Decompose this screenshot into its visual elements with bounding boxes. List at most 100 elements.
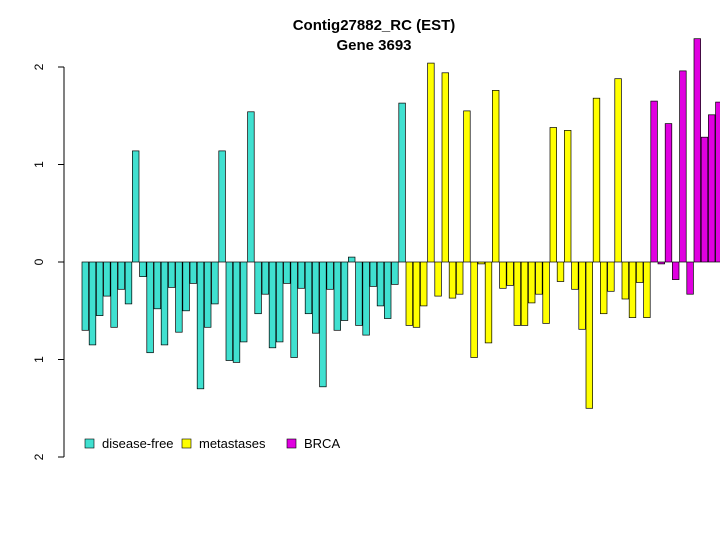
y-tick-label: 2 (32, 453, 46, 460)
bar-disease-free (290, 261, 298, 358)
bar-disease-free (312, 261, 320, 334)
y-tick-label: 0 (32, 258, 46, 265)
bar-metastases (492, 90, 500, 263)
bar-BRCA (679, 70, 687, 263)
bar-metastases (535, 261, 543, 295)
bar-disease-free (276, 261, 284, 343)
bar-metastases (578, 261, 586, 330)
bar-disease-free (355, 261, 363, 326)
bar-BRCA (693, 38, 701, 263)
bar-metastases (542, 261, 550, 324)
bar-disease-free (81, 261, 89, 331)
bar-metastases (549, 127, 557, 263)
y-tick-label: 2 (32, 63, 46, 70)
bar-disease-free (225, 261, 233, 361)
bars-group (81, 38, 720, 409)
bar-disease-free (189, 261, 197, 284)
bar-metastases (571, 261, 579, 290)
bar-BRCA (700, 136, 709, 263)
bar-metastases (607, 261, 615, 292)
bar-metastases (528, 261, 536, 304)
bar-metastases (636, 261, 644, 283)
y-tick-label: 1 (32, 161, 46, 168)
bar-metastases (621, 261, 629, 300)
bar-metastases (463, 110, 471, 263)
bar-disease-free (304, 261, 313, 315)
bar-disease-free (283, 261, 291, 284)
bar-metastases (441, 72, 449, 263)
bar-disease-free (319, 261, 327, 388)
bar-BRCA (650, 100, 658, 263)
bar-metastases (412, 261, 421, 328)
bar-disease-free (117, 261, 125, 290)
bar-disease-free (175, 261, 183, 333)
bar-disease-free (218, 150, 226, 263)
bar-disease-free (110, 261, 118, 328)
bar-disease-free (376, 261, 385, 307)
y-tick-label: 1 (32, 356, 46, 363)
legend-label-disease-free: disease-free (102, 436, 174, 451)
bar-disease-free (182, 261, 190, 312)
bar-disease-free (168, 261, 176, 288)
legend-label-BRCA: BRCA (304, 436, 340, 451)
bar-BRCA (672, 261, 680, 280)
bar-metastases (434, 261, 442, 297)
bar-metastases (513, 261, 521, 326)
bar-disease-free (261, 261, 269, 295)
bar-metastases (556, 261, 565, 282)
bar-metastases (477, 261, 485, 265)
bar-BRCA (664, 123, 673, 263)
bar-disease-free (297, 261, 305, 289)
bar-disease-free (196, 261, 205, 390)
bar-disease-free (146, 261, 154, 354)
bar-metastases (499, 261, 507, 289)
bar-metastases (600, 261, 608, 315)
y-axis: 2 1 0 1 2 (32, 63, 65, 460)
bar-disease-free (160, 261, 169, 346)
legend-swatch-disease-free (84, 438, 95, 449)
bar-disease-free (132, 150, 140, 263)
chart-subtitle: Gene 3693 (336, 37, 411, 54)
bar-disease-free (124, 261, 133, 305)
bar-BRCA (708, 114, 716, 263)
legend-swatch-metastases (181, 438, 192, 449)
bar-disease-free (232, 261, 241, 363)
bar-metastases (614, 78, 622, 263)
bar-disease-free (398, 102, 406, 263)
bar-metastases (456, 261, 464, 295)
bar-metastases (585, 261, 593, 409)
bar-disease-free (103, 261, 111, 297)
bar-metastases (448, 261, 457, 299)
bar-disease-free (247, 111, 255, 263)
bar-disease-free (362, 261, 370, 336)
bar-disease-free (204, 261, 212, 328)
bar-disease-free (348, 256, 356, 263)
bar-disease-free (333, 261, 341, 331)
bar-metastases (520, 261, 529, 326)
bar-disease-free (254, 261, 262, 315)
bar-metastases (427, 62, 435, 263)
bar-metastases (405, 261, 413, 326)
bar-BRCA (686, 261, 694, 295)
bar-metastases (420, 261, 428, 307)
bar-disease-free (340, 261, 349, 321)
bar-disease-free (139, 261, 147, 277)
bar-disease-free (384, 261, 392, 319)
bar-metastases (470, 261, 478, 358)
bar-metastases (564, 130, 572, 263)
bar-disease-free (326, 261, 334, 290)
bar-disease-free (240, 261, 248, 343)
legend-swatch-BRCA (286, 438, 297, 449)
bar-disease-free (211, 261, 219, 305)
bar-BRCA (715, 101, 720, 263)
bar-metastases (506, 261, 514, 286)
chart-title: Contig27882_RC (EST) (293, 17, 456, 34)
bar-disease-free (268, 261, 277, 349)
bar-disease-free (88, 261, 97, 346)
bar-disease-free (369, 261, 377, 287)
bar-metastases (628, 261, 637, 318)
legend-label-metastases: metastases (199, 436, 266, 451)
bar-disease-free (391, 261, 399, 285)
bar-metastases (592, 97, 601, 263)
